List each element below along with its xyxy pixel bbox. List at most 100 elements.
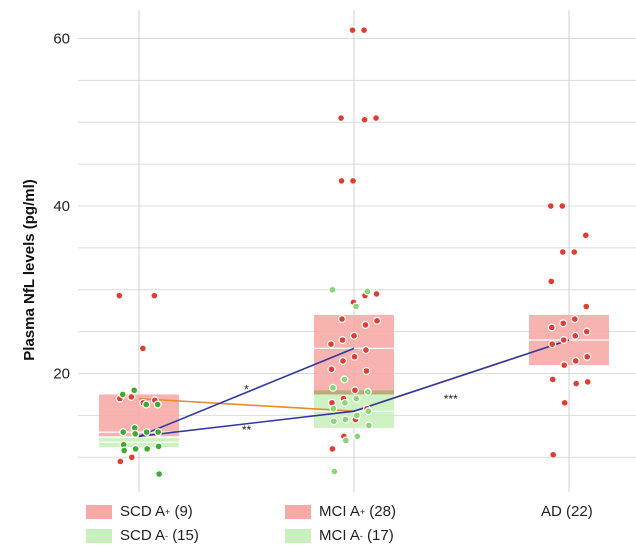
legend-count-scd-a-minus: (15)	[172, 527, 199, 544]
y-tick-label: 40	[53, 198, 70, 215]
data-point	[570, 248, 579, 257]
data-point	[547, 277, 556, 286]
data-point	[340, 375, 349, 384]
data-point	[549, 450, 558, 459]
legend-item-scd-a-minus: SCD A- (15)	[86, 527, 199, 544]
data-point	[154, 442, 163, 451]
legend-item-mci-a-plus: MCI A + (28)	[285, 503, 396, 520]
trend-lines	[138, 339, 570, 438]
data-point	[581, 231, 590, 240]
data-point	[364, 407, 373, 416]
data-point	[582, 327, 591, 336]
data-point	[155, 470, 164, 479]
data-point	[361, 346, 370, 355]
data-point	[329, 404, 338, 413]
data-point	[142, 428, 151, 437]
data-point	[362, 366, 371, 375]
data-point	[352, 411, 361, 420]
data-point	[570, 315, 579, 324]
data-points	[115, 26, 592, 479]
data-point	[360, 115, 369, 124]
significance-label: **	[242, 423, 252, 437]
legend-count-scd-a-plus: (9)	[174, 503, 193, 520]
data-point	[341, 436, 350, 445]
legend-label-mci-a-plus: MCI A	[319, 503, 360, 520]
significance-annotations: ******	[242, 383, 458, 437]
data-point	[560, 398, 569, 407]
data-point	[118, 390, 127, 399]
data-point	[361, 320, 370, 329]
y-axis-ticks: 20 40 60	[53, 31, 70, 383]
data-point	[328, 383, 337, 392]
significance-label: ***	[444, 392, 458, 406]
data-point	[338, 315, 347, 324]
y-tick-label: 60	[53, 31, 70, 48]
y-axis-label: Plasma NfL levels (pg/ml)	[21, 179, 38, 360]
legend-count-mci-a-minus: (17)	[367, 527, 394, 544]
trend-line-1	[138, 347, 355, 438]
data-point	[350, 331, 359, 340]
data-point	[558, 248, 567, 257]
legend-swatch-mci-a-plus	[285, 504, 311, 519]
data-point	[337, 176, 346, 185]
data-point	[327, 365, 336, 374]
legend-item-ad: AD (22)	[541, 503, 593, 520]
significance-label: *	[244, 383, 249, 397]
data-point	[119, 428, 128, 437]
data-point	[153, 400, 162, 409]
data-point	[548, 375, 557, 384]
data-point	[372, 289, 381, 298]
data-point	[351, 302, 360, 311]
data-point	[583, 377, 592, 386]
data-point	[150, 291, 159, 300]
data-point	[363, 287, 372, 296]
legend-swatch-scd-a-plus	[86, 504, 112, 519]
data-point	[547, 323, 556, 332]
data-point	[131, 429, 140, 438]
data-point	[143, 444, 152, 453]
data-point	[338, 356, 347, 365]
data-point	[154, 428, 163, 437]
data-point	[127, 453, 136, 462]
data-point	[131, 444, 140, 453]
data-point	[350, 352, 359, 361]
data-point	[116, 457, 125, 466]
data-point	[327, 340, 336, 349]
data-point	[364, 421, 373, 430]
data-point	[328, 444, 337, 453]
data-point	[572, 379, 581, 388]
data-point	[130, 386, 139, 395]
data-point	[372, 114, 381, 123]
data-point	[349, 176, 358, 185]
legend-count-ad: (22)	[566, 503, 593, 520]
data-point	[142, 400, 151, 409]
data-point	[329, 417, 338, 426]
data-point	[348, 26, 357, 35]
data-point	[360, 26, 369, 35]
legend-item-scd-a-plus: SCD A + (9)	[86, 503, 193, 520]
data-point	[571, 331, 580, 340]
data-point	[338, 336, 347, 345]
data-point	[337, 114, 346, 123]
legend-swatch-scd-a-minus	[86, 528, 112, 543]
data-point	[583, 352, 592, 361]
legend-swatch-mci-a-minus	[285, 528, 311, 543]
legend-label-ad: AD	[541, 503, 562, 520]
data-point	[328, 285, 337, 294]
data-point	[560, 361, 569, 370]
data-point	[546, 202, 555, 211]
data-point	[127, 392, 136, 401]
box-0	[99, 394, 179, 437]
y-tick-label: 20	[53, 366, 70, 383]
data-point	[582, 302, 591, 311]
data-point	[353, 432, 362, 441]
data-point	[558, 202, 567, 211]
data-point	[350, 386, 359, 395]
data-point	[363, 387, 372, 396]
legend-item-mci-a-minus: MCI A- (17)	[285, 527, 394, 544]
trend-line-2	[138, 339, 570, 438]
data-point	[559, 319, 568, 328]
legend-label-scd-a-minus: SCD A	[120, 527, 166, 544]
data-point	[559, 336, 568, 345]
